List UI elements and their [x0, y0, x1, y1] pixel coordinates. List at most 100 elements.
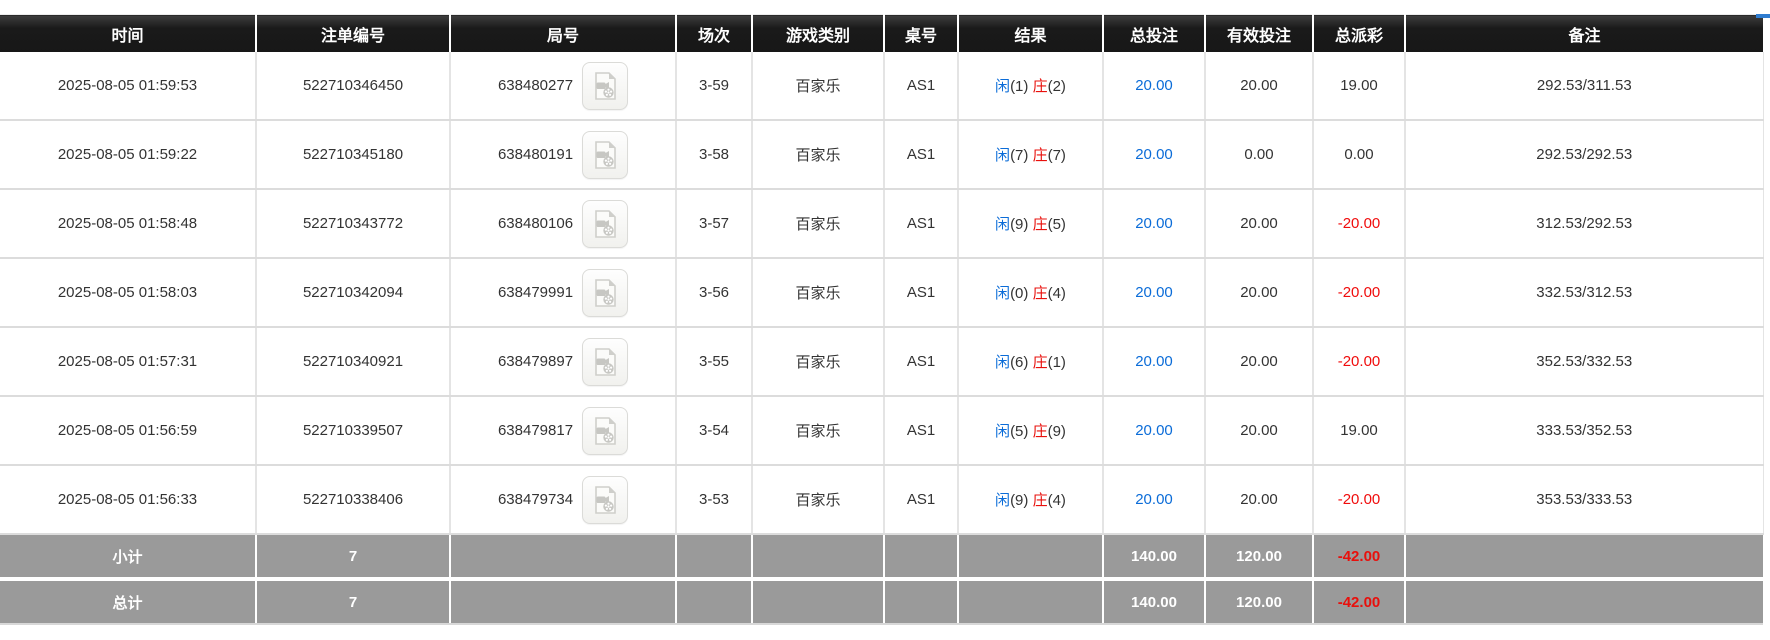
cell-table-no: AS1 — [884, 465, 959, 535]
banker-result-value: (5) — [1047, 216, 1066, 233]
cell-total-bet: 20.00 — [1103, 327, 1206, 397]
total-table-empty — [884, 577, 959, 625]
total-bet-link[interactable]: 20.00 — [1135, 215, 1173, 232]
banker-result-label: 庄 — [1032, 285, 1048, 302]
total-bet-link[interactable]: 20.00 — [1135, 146, 1173, 163]
banker-result-value: (1) — [1047, 354, 1066, 371]
col-header-remark: 备注 — [1405, 14, 1763, 52]
video-replay-button[interactable] — [582, 337, 629, 386]
payout-value: 19.00 — [1340, 77, 1378, 94]
session-value: 3-54 — [698, 422, 730, 439]
cell-time: 2025-08-05 01:59:53 — [0, 52, 257, 121]
video-replay-button[interactable] — [582, 406, 629, 455]
total-bet-link[interactable]: 20.00 — [1135, 353, 1173, 370]
video-replay-button[interactable] — [582, 268, 629, 317]
cell-result: 闲(0) 庄(4) — [958, 258, 1104, 328]
cell-bet-id: 522710340921 — [256, 327, 451, 397]
player-result-value: (0) — [1010, 285, 1029, 302]
game-type-value: 百家乐 — [795, 285, 841, 302]
video-file-icon — [595, 278, 616, 307]
total-round-empty — [450, 577, 677, 625]
subtotal-table-empty — [884, 534, 959, 579]
video-replay-button[interactable] — [582, 475, 629, 524]
remark-value: 352.53/332.53 — [1536, 353, 1633, 370]
cell-game-type: 百家乐 — [752, 189, 885, 259]
cell-remark: 353.53/333.53 — [1405, 465, 1764, 535]
table-no-value: AS1 — [906, 77, 936, 94]
cell-valid-bet: 20.00 — [1205, 327, 1314, 397]
player-result-value: (6) — [1010, 354, 1029, 371]
total-bet-link[interactable]: 20.00 — [1135, 77, 1173, 94]
cell-table-no: AS1 — [884, 189, 959, 259]
total-remark-empty — [1405, 577, 1763, 625]
cell-session: 3-53 — [676, 465, 753, 535]
table-no-value: AS1 — [906, 491, 936, 508]
col-header-bet-id: 注单编号 — [256, 14, 451, 52]
video-replay-button[interactable] — [582, 61, 629, 110]
cell-payout: -20.00 — [1313, 327, 1406, 397]
valid-bet-value: 20.00 — [1240, 422, 1278, 439]
video-replay-button[interactable] — [582, 199, 629, 248]
total-bet-link[interactable]: 20.00 — [1135, 284, 1173, 301]
player-result-value: (9) — [1010, 492, 1029, 509]
cell-payout: 19.00 — [1313, 396, 1406, 466]
col-header-total-bet: 总投注 — [1103, 14, 1206, 52]
round-id-value: 638479897 — [497, 353, 574, 370]
table-no-value: AS1 — [906, 146, 936, 163]
banker-result-value: (7) — [1047, 147, 1066, 164]
bet-id-value: 522710345180 — [302, 146, 404, 163]
cell-game-type: 百家乐 — [752, 120, 885, 190]
subtotal-label: 小计 — [0, 534, 257, 579]
table-row: 2025-08-05 01:56:33 522710338406 6384797… — [0, 465, 1764, 535]
payout-value: -20.00 — [1337, 353, 1381, 370]
cell-payout: 19.00 — [1313, 52, 1406, 121]
cell-remark: 292.53/311.53 — [1405, 52, 1764, 121]
video-file-icon — [595, 71, 616, 100]
cell-game-type: 百家乐 — [752, 396, 885, 466]
cell-table-no: AS1 — [884, 120, 959, 190]
banker-result-label: 庄 — [1032, 492, 1048, 509]
session-value: 3-56 — [698, 284, 730, 301]
cell-table-no: AS1 — [884, 396, 959, 466]
cell-bet-id: 522710346450 — [256, 52, 451, 121]
col-header-table-no: 桌号 — [884, 14, 959, 52]
video-file-icon — [595, 347, 616, 376]
total-bet-link[interactable]: 20.00 — [1135, 422, 1173, 439]
cell-game-type: 百家乐 — [752, 465, 885, 535]
cell-bet-id: 522710339507 — [256, 396, 451, 466]
cell-total-bet: 20.00 — [1103, 465, 1206, 535]
cell-time: 2025-08-05 01:58:48 — [0, 189, 257, 259]
table-row: 2025-08-05 01:58:48 522710343772 6384801… — [0, 189, 1764, 259]
player-result-value: (7) — [1010, 147, 1029, 164]
game-type-value: 百家乐 — [795, 354, 841, 371]
valid-bet-value: 20.00 — [1240, 77, 1278, 94]
total-bet-link[interactable]: 20.00 — [1135, 491, 1173, 508]
cell-valid-bet: 20.00 — [1205, 189, 1314, 259]
cell-total-bet: 20.00 — [1103, 120, 1206, 190]
cell-payout: -20.00 — [1313, 465, 1406, 535]
banker-result-label: 庄 — [1032, 423, 1048, 440]
player-result-value: (9) — [1010, 216, 1029, 233]
subtotal-remark-empty — [1405, 534, 1763, 579]
time-value: 2025-08-05 01:58:03 — [57, 284, 198, 301]
game-type-value: 百家乐 — [795, 216, 841, 233]
remark-value: 333.53/352.53 — [1536, 422, 1633, 439]
subtotal-valid-bet: 120.00 — [1205, 534, 1314, 579]
subtotal-total-bet: 140.00 — [1103, 534, 1206, 579]
cell-total-bet: 20.00 — [1103, 396, 1206, 466]
video-replay-button[interactable] — [582, 130, 629, 179]
bet-id-value: 522710339507 — [302, 422, 404, 439]
bet-id-value: 522710342094 — [302, 284, 404, 301]
player-result-label: 闲 — [995, 216, 1011, 233]
subtotal-count: 7 — [256, 534, 451, 579]
cell-remark: 332.53/312.53 — [1405, 258, 1764, 328]
cell-round-id: 638479991 — [450, 258, 677, 328]
cell-bet-id: 522710343772 — [256, 189, 451, 259]
round-id-value: 638480106 — [497, 215, 574, 232]
banker-result-value: (4) — [1047, 285, 1066, 302]
round-id-value: 638480277 — [497, 77, 574, 94]
table-no-value: AS1 — [906, 353, 936, 370]
remark-value: 353.53/333.53 — [1536, 491, 1633, 508]
valid-bet-value: 20.00 — [1240, 215, 1278, 232]
game-type-value: 百家乐 — [795, 492, 841, 509]
